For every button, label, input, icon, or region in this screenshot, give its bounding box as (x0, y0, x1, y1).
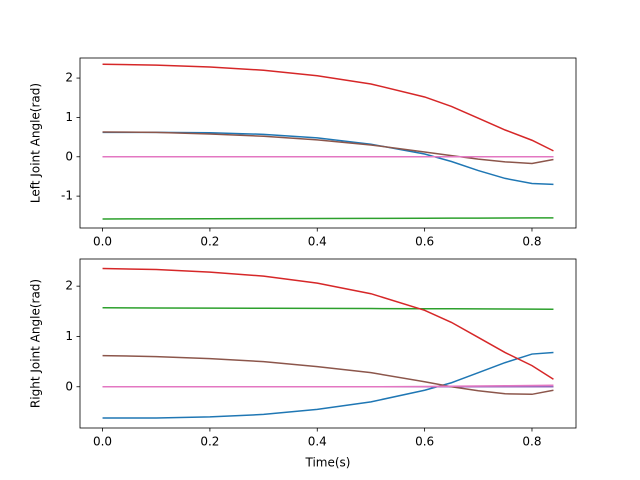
axes-frame (79, 258, 577, 429)
series-line (102, 217, 554, 220)
series-line (102, 307, 554, 310)
x-tick-label: 0.8 (522, 235, 541, 249)
y-tick-label: -1 (61, 189, 73, 203)
x-tick-label: 0.0 (93, 235, 112, 249)
y-tick-label: 1 (65, 329, 73, 343)
x-axis-label: Time(s) (305, 456, 351, 470)
y-axis-label: Left Joint Angle(rad) (29, 83, 43, 203)
x-tick-label: 0.2 (200, 235, 219, 249)
x-tick-label: 0.8 (522, 435, 541, 449)
x-tick-label: 0.0 (93, 435, 112, 449)
y-tick-label: 2 (65, 279, 73, 293)
x-tick-label: 0.4 (308, 435, 327, 449)
series-line (102, 384, 554, 388)
y-tick-label: 2 (65, 71, 73, 85)
y-tick-label: 0 (65, 149, 73, 163)
series-line (102, 267, 554, 380)
y-tick-label: 0 (65, 379, 73, 393)
x-tick-label: 0.4 (308, 235, 327, 249)
y-axis-label: Right Joint Angle(rad) (29, 279, 43, 408)
x-tick-label: 0.6 (415, 435, 434, 449)
x-tick-label: 0.6 (415, 235, 434, 249)
series-line (102, 354, 554, 396)
series-line (102, 63, 554, 152)
series-line (102, 351, 554, 419)
series-line (102, 131, 554, 165)
x-tick-label: 0.2 (200, 435, 219, 449)
y-tick-label: 1 (65, 110, 73, 124)
axes-frame (79, 57, 577, 229)
